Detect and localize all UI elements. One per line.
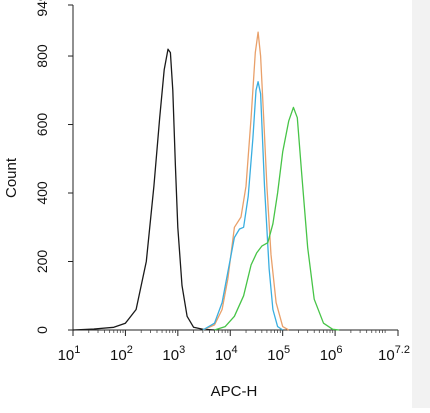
y-axis-label: Count — [3, 157, 20, 198]
x-tick-exponent: 5 — [284, 344, 290, 356]
x-tick-exponent: 6 — [336, 344, 342, 356]
x-tick-exponent: 7.2 — [395, 344, 410, 356]
y-tick-label: 200 — [34, 250, 50, 274]
x-tick-base: 10 — [320, 347, 337, 364]
y-tick-label: 600 — [34, 113, 50, 137]
x-axis-minor-ticks — [88, 330, 386, 333]
histogram-series-line — [214, 106, 340, 331]
histogram-series-line — [202, 31, 290, 331]
x-tick-label: 107.2 — [378, 344, 410, 364]
x-tick-label: 106 — [320, 344, 343, 364]
x-tick-base: 10 — [162, 347, 179, 364]
x-tick-label: 105 — [267, 344, 290, 364]
x-axis-label: APC-H — [211, 383, 258, 400]
x-tick-exponent: 3 — [179, 344, 185, 356]
x-axis-ticks: 101 102 103 104 105 106 107.2 — [58, 330, 410, 364]
y-tick-label: 949 — [34, 0, 50, 17]
x-tick-label: 102 — [110, 344, 133, 364]
series-lines — [72, 31, 340, 331]
x-tick-base: 10 — [110, 347, 127, 364]
right-edge-panel — [412, 0, 430, 408]
x-tick-base: 10 — [267, 347, 284, 364]
x-tick-label: 101 — [58, 344, 81, 364]
x-tick-label: 104 — [215, 344, 238, 364]
x-tick-exponent: 4 — [232, 344, 238, 356]
y-axis-ticks: 0 200 400 600 800 949 — [34, 0, 73, 334]
x-tick-base: 10 — [58, 347, 75, 364]
histogram-series-line — [72, 48, 215, 331]
y-tick-label: 800 — [34, 44, 50, 68]
x-tick-exponent: 1 — [74, 344, 80, 356]
x-tick-base: 10 — [378, 347, 395, 364]
x-tick-base: 10 — [215, 347, 232, 364]
y-tick-label: 0 — [34, 326, 50, 334]
x-tick-label: 103 — [162, 344, 185, 364]
y-tick-label: 400 — [34, 181, 50, 205]
histogram-series-line — [202, 81, 284, 331]
x-tick-exponent: 2 — [127, 344, 133, 356]
